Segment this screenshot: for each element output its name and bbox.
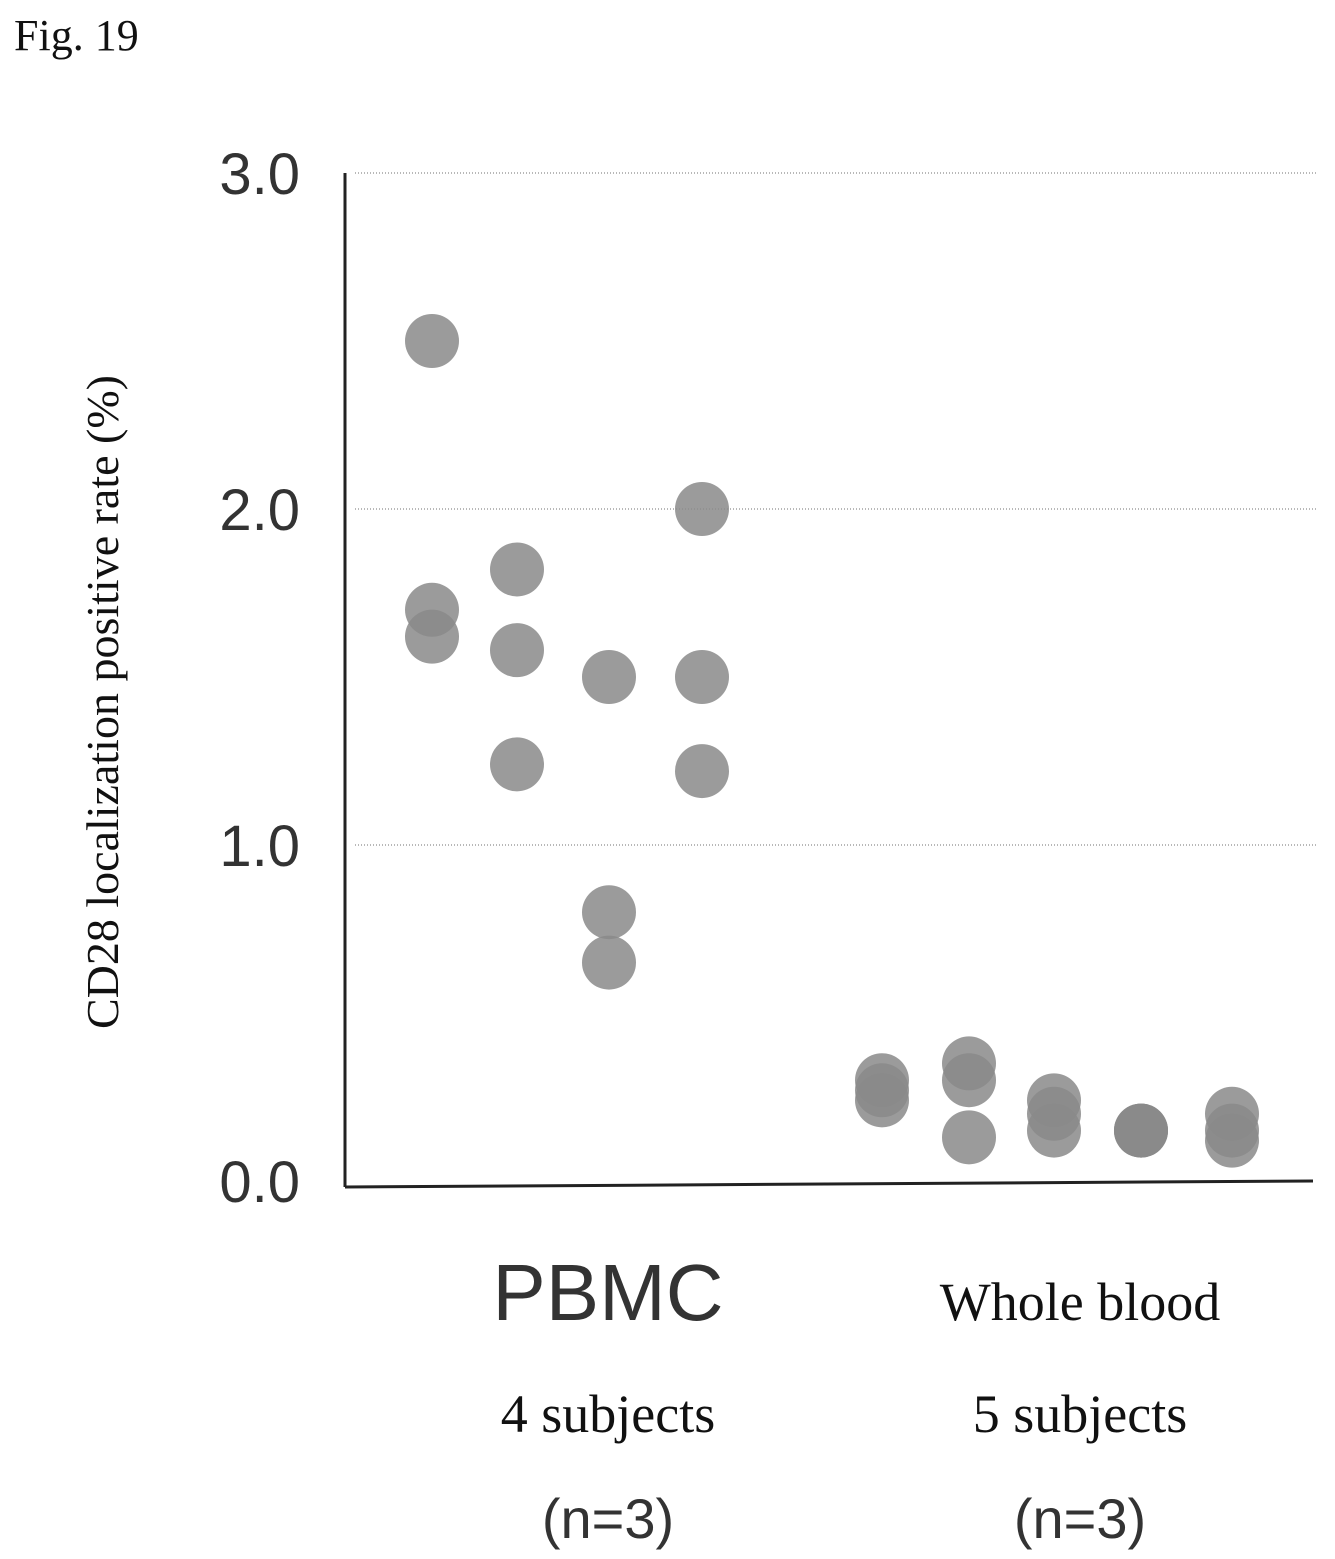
y-axis-label: CD28 localization positive rate (%) [77,375,128,1029]
data-points [405,314,1259,1168]
data-point [490,542,544,596]
data-point [1205,1114,1259,1168]
category-subtitle: 4 subjects [501,1384,715,1444]
y-tick-labels: 0.0 1.0 2.0 3.0 [219,142,300,1215]
data-point [675,744,729,798]
x-axis-line [345,1181,1313,1187]
data-point [405,314,459,368]
y-tick-label: 2.0 [219,478,300,543]
category-labels: PBMC 4 subjects (n=3) Whole blood 5 subjects… [492,1248,1220,1550]
category-name: Whole blood [940,1272,1220,1332]
data-point [855,1073,909,1127]
data-point [1114,1104,1168,1158]
data-point [490,623,544,677]
data-point [582,650,636,704]
category-subtitle: 5 subjects [973,1384,1187,1444]
data-point [582,885,636,939]
data-point [490,737,544,791]
category-n-label: (n=3) [542,1487,674,1550]
data-point [1027,1104,1081,1158]
data-point [675,650,729,704]
data-point [942,1053,996,1107]
data-point [582,936,636,990]
category-name: PBMC [492,1248,723,1337]
y-tick-label: 1.0 [219,814,300,879]
y-tick-label: 0.0 [219,1150,300,1215]
data-point [405,610,459,664]
data-point [942,1110,996,1164]
data-point [675,482,729,536]
category-n-label: (n=3) [1014,1487,1146,1550]
y-tick-label: 3.0 [219,142,300,207]
